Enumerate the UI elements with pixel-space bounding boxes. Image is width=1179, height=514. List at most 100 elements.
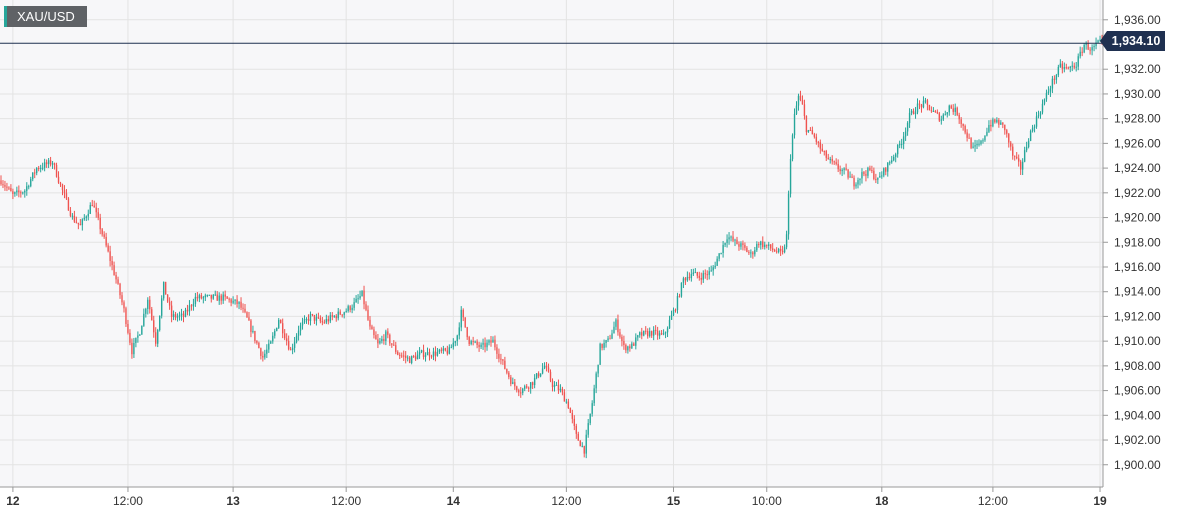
candle-body [595, 373, 597, 389]
candle [516, 385, 518, 393]
candle [81, 218, 84, 231]
candle [75, 216, 78, 224]
candle-body [752, 252, 754, 255]
candle [863, 170, 865, 177]
candle [488, 339, 490, 346]
candle-body [1077, 56, 1079, 67]
candle-body [847, 169, 849, 178]
candle-body [912, 110, 915, 115]
candle-body [968, 137, 970, 139]
candle-body [26, 186, 28, 191]
candle-body [113, 265, 115, 275]
candle [242, 303, 244, 313]
candle [1097, 39, 1099, 44]
symbol-badge[interactable]: XAU/USD [4, 6, 87, 27]
candle [37, 165, 40, 172]
candle-body [813, 134, 816, 137]
candle-body [1095, 42, 1097, 47]
candle [692, 268, 695, 276]
candle-body [39, 167, 42, 169]
candle-body [107, 245, 109, 252]
candle-body [1047, 91, 1050, 93]
candle [232, 296, 234, 305]
candle-body [506, 368, 508, 373]
candle-body [1071, 65, 1073, 67]
candle-body [809, 130, 812, 132]
candle-body [1067, 67, 1069, 69]
candle-body [988, 124, 990, 132]
candle [373, 326, 375, 339]
candle-body [738, 244, 740, 247]
candle [577, 431, 579, 441]
candle-body [764, 244, 766, 247]
plot-area [0, 0, 1103, 487]
candle-body [357, 298, 359, 300]
candle [823, 150, 825, 156]
candle-body [783, 247, 786, 253]
candle [851, 173, 853, 179]
candle-body [71, 215, 74, 217]
candle [280, 319, 282, 324]
candle [289, 346, 292, 351]
candle [835, 158, 837, 166]
candle [563, 389, 566, 402]
candle [103, 231, 105, 239]
candle [728, 232, 730, 245]
candle-body [1016, 156, 1018, 159]
candle [2, 180, 4, 189]
candle [30, 176, 32, 188]
candle [450, 344, 453, 349]
candle [391, 343, 393, 348]
candle-body [581, 445, 583, 447]
candle-body [742, 243, 744, 245]
candle-body [184, 309, 187, 317]
candle-body [875, 179, 877, 181]
candle [337, 308, 339, 321]
candle-body [268, 343, 270, 350]
candle [424, 352, 427, 362]
candle [162, 281, 165, 301]
candle [1067, 66, 1069, 70]
candle [442, 345, 445, 354]
candle [885, 166, 887, 176]
candle-body [748, 252, 750, 254]
candle-body [942, 114, 944, 120]
candle-body [732, 236, 734, 241]
candle [524, 384, 526, 392]
candle [666, 326, 669, 338]
candle-body [10, 188, 12, 192]
candle-body [724, 242, 726, 245]
candle-body [960, 119, 962, 124]
candle [772, 243, 774, 253]
candle [756, 241, 758, 252]
candle-body [1097, 40, 1099, 43]
candle-body [750, 252, 752, 254]
candle [938, 111, 941, 122]
candle [522, 387, 524, 396]
candle-body [170, 305, 173, 317]
candle-body [573, 418, 576, 426]
candle [567, 398, 570, 410]
candle-body [914, 112, 917, 115]
candle [1057, 64, 1060, 78]
candle-body [944, 114, 946, 116]
candle [307, 314, 310, 325]
candle-body [740, 243, 742, 247]
candle-body [101, 229, 103, 235]
candle [966, 129, 968, 142]
candle-body [680, 282, 683, 297]
candle-body [835, 162, 837, 164]
candle-body [555, 384, 558, 386]
candle-body [823, 151, 825, 153]
candle-body [373, 329, 375, 336]
candle [512, 377, 514, 385]
candle-body [992, 119, 994, 127]
candle-body [910, 110, 913, 113]
candle [444, 347, 447, 352]
candle [565, 398, 568, 404]
y-tick-label: 1,912.00 [1114, 309, 1161, 323]
candle-body [643, 330, 645, 336]
candle-body [692, 272, 695, 275]
candle-body [303, 319, 306, 323]
candle-body [775, 251, 778, 253]
